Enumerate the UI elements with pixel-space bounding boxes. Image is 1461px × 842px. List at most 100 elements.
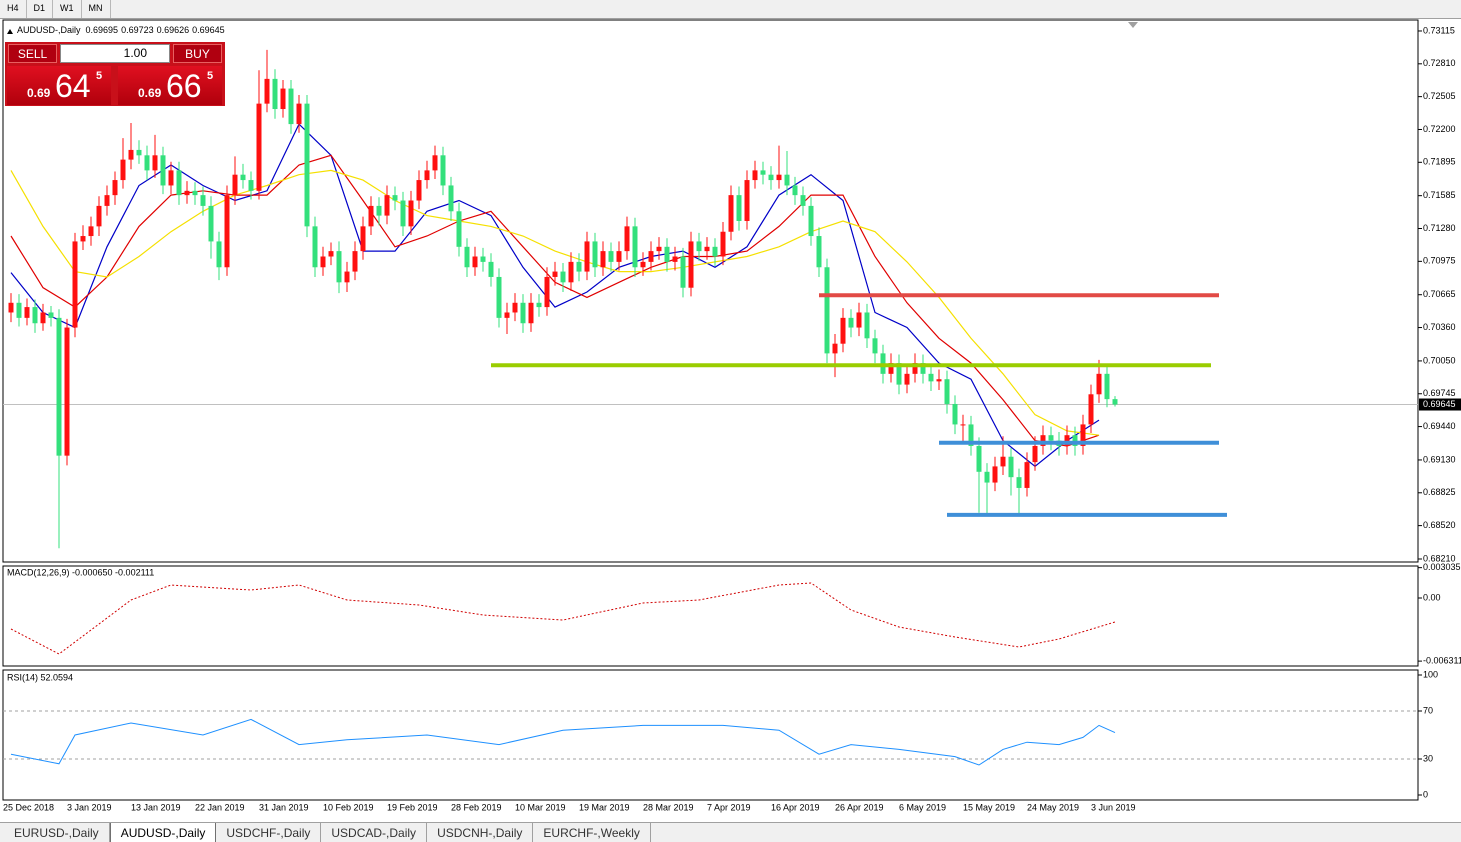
buy-button[interactable]: BUY [173, 44, 222, 63]
x-tick-label: 7 Apr 2019 [707, 802, 751, 812]
candle-body [144, 155, 150, 171]
candle-body [272, 78, 278, 110]
candle-body [520, 302, 526, 324]
candle-body [792, 185, 798, 196]
candle-body [368, 205, 374, 227]
candle-body [160, 155, 166, 186]
x-tick-label: 25 Dec 2018 [3, 802, 54, 812]
candle-body [408, 200, 414, 227]
candle-body [224, 195, 230, 268]
candle-body [832, 343, 838, 354]
candle-body [1072, 435, 1078, 446]
candle-body [1016, 477, 1022, 488]
candle-body [352, 251, 358, 272]
chart: AUDUSD-,Daily 0.69695 0.69723 0.69626 0.6964… [2, 19, 1461, 812]
low: 0.69626 [157, 25, 190, 35]
chart-tab[interactable]: USDCHF-,Daily [216, 823, 322, 842]
rsi-title: RSI(14) 52.0594 [7, 672, 73, 682]
timeframe-tab[interactable]: H4 [0, 0, 27, 18]
candle-body [1112, 399, 1118, 405]
candle-body [8, 302, 14, 313]
candle-body [392, 195, 398, 201]
candle-body [904, 373, 910, 385]
sell-button[interactable]: SELL [8, 44, 57, 63]
candle-body [280, 88, 286, 110]
x-tick-label: 10 Feb 2019 [323, 802, 374, 812]
chart-tab[interactable]: AUDUSD-,Daily [109, 823, 217, 842]
candle-body [200, 195, 206, 206]
y-tick-label: 0.73115 [1423, 25, 1455, 35]
candle-body [104, 195, 110, 206]
candle-body [40, 312, 46, 324]
candle-body [928, 373, 934, 382]
timeframe-tab[interactable]: D1 [27, 0, 54, 18]
candle-body [656, 246, 662, 252]
rsi-line [10, 718, 1116, 766]
candle-body [976, 445, 982, 472]
y-tick-label: 0.69745 [1423, 388, 1456, 398]
candle-body [544, 276, 550, 308]
y-tick-label: 0.003035 [1423, 562, 1461, 572]
candle-body [320, 256, 326, 268]
candle-body [552, 271, 558, 277]
candle-body [776, 174, 782, 181]
candle-body [1088, 394, 1094, 425]
candle-body [912, 363, 918, 374]
candle-body [720, 231, 726, 257]
x-tick-label: 24 May 2019 [1027, 802, 1079, 812]
candle-body [512, 302, 518, 313]
candle-body [440, 155, 446, 186]
candle-body [648, 251, 654, 262]
candle-body [984, 471, 990, 483]
candle-body [184, 190, 190, 196]
candle-body [264, 78, 270, 104]
candle-body [432, 155, 438, 171]
candle-body [120, 159, 126, 181]
candle-body [232, 174, 238, 196]
candle-body [448, 185, 454, 212]
timeframe-bar: H4 D1 W1 MN [0, 0, 1461, 19]
y-tick-label: 0.72200 [1423, 124, 1456, 134]
close: 0.69645 [192, 25, 225, 35]
candle-body [960, 424, 966, 426]
bid-pips: 64 [55, 68, 91, 104]
candle-body [728, 195, 734, 232]
candle-body [1024, 462, 1030, 488]
candle-body [824, 267, 830, 354]
candle-body [288, 88, 294, 125]
y-tick-label: 0.70975 [1423, 256, 1456, 266]
moving-average [10, 169, 1100, 436]
chart-tab[interactable]: USDCNH-,Daily [427, 823, 534, 842]
candle-body [768, 174, 774, 181]
chart-tab[interactable]: EURCHF-,Weekly [533, 823, 651, 842]
candle-body [336, 251, 342, 283]
candle-body [704, 246, 710, 252]
candle-body [920, 363, 926, 374]
candle-body [696, 241, 702, 252]
candle-body [48, 312, 54, 318]
lot-input[interactable]: 1.00 [60, 44, 170, 63]
candle-body [168, 170, 174, 186]
candle-body [456, 211, 462, 247]
x-tick-label: 26 Apr 2019 [835, 802, 884, 812]
timeframe-tab[interactable]: MN [82, 0, 111, 18]
y-tick-label: 0.00 [1423, 592, 1441, 602]
y-tick-label: 0.72810 [1423, 58, 1456, 68]
x-tick-label: 28 Mar 2019 [643, 802, 694, 812]
candle-body [128, 149, 134, 160]
candle-body [376, 205, 382, 216]
bid-big: 0.69 [27, 86, 51, 100]
y-tick-label: -0.006311 [1423, 655, 1461, 665]
y-tick-label: 0.71280 [1423, 223, 1456, 233]
candle-body [480, 256, 486, 262]
chart-tab[interactable]: USDCAD-,Daily [321, 823, 428, 842]
y-tick-label: 0.70360 [1423, 322, 1456, 332]
bid-price[interactable]: 0.69 64 5 [7, 66, 111, 105]
candle-body [536, 302, 542, 308]
ask-price[interactable]: 0.69 66 5 [118, 66, 222, 105]
candle-body [624, 226, 630, 252]
chart-tab[interactable]: EURUSD-,Daily [4, 823, 110, 842]
candle-body [1080, 424, 1086, 446]
timeframe-tab[interactable]: W1 [53, 0, 82, 18]
candle-body [256, 103, 262, 191]
